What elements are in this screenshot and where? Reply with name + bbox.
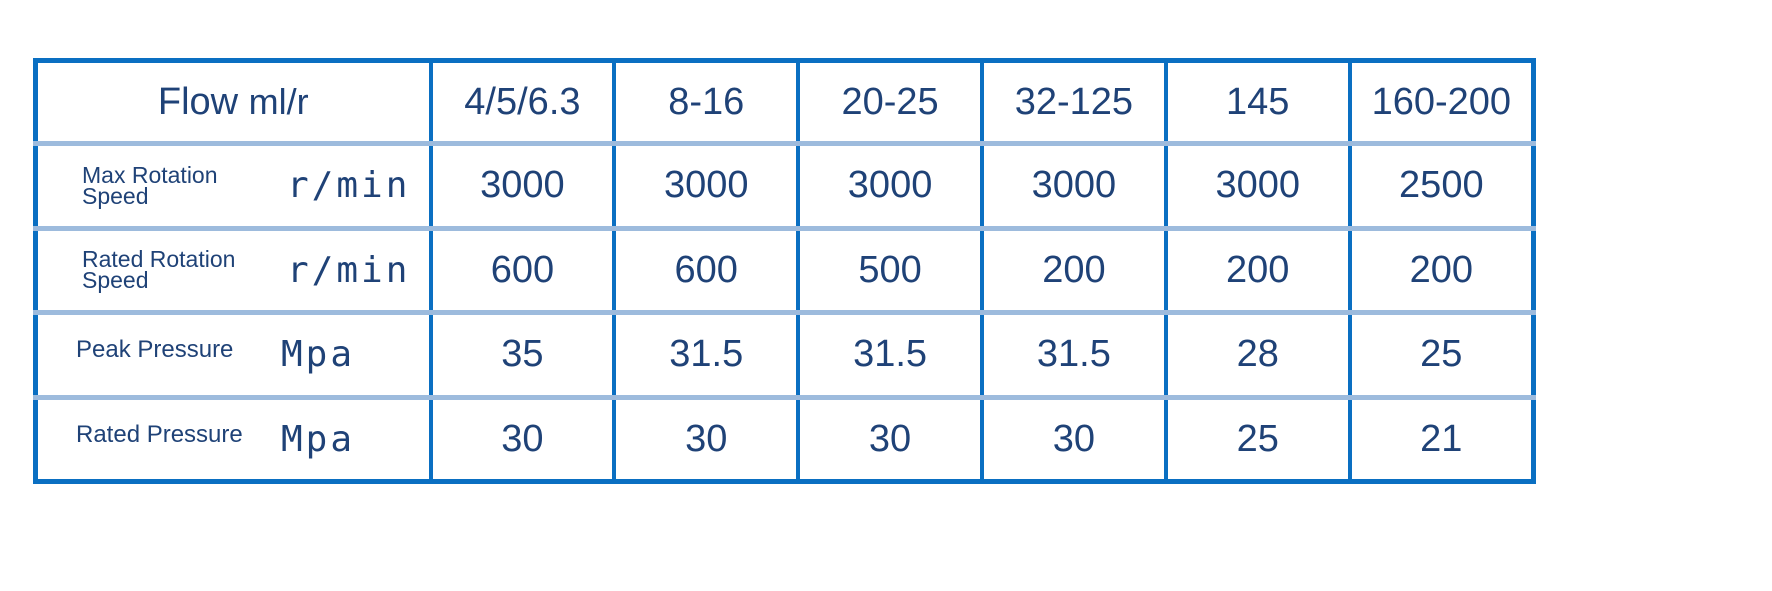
row-unit: Mpa [281,334,356,376]
row-name: Max Rotation Speed [82,161,218,209]
table-cell: 25 [1163,394,1350,482]
table-cell: 600 [612,225,799,313]
table-cell: 3000 [979,141,1166,228]
flow-header: Flow ml/r [36,61,431,144]
column-header: 160-200 [1347,60,1534,144]
column-header: 20-25 [796,60,982,144]
column-header: 145 [1163,60,1350,144]
table-cell: 25 [1347,310,1534,397]
table-row: Rated Rotation Speed r/min 600 600 500 20… [35,225,1534,313]
row-label: Rated Rotation Speed r/min [35,225,431,313]
table-cell: 30 [796,394,982,482]
row-name: Peak Pressure [76,336,234,364]
table-cell: 30 [428,394,615,482]
table-cell: 31.5 [612,310,799,397]
table-cell: 200 [1347,225,1534,313]
table-cell: 31.5 [979,310,1166,397]
flow-label: Flow [157,80,239,123]
table-cell: 200 [979,225,1166,313]
column-header: 4/5/6.3 [428,60,615,144]
table-cell: 3000 [612,141,799,228]
column-header: 32-125 [979,60,1166,144]
spec-table: Flow ml/r 4/5/6.3 8-16 20-25 32-125 145 … [33,58,1536,484]
row-unit: r/min [287,249,411,291]
table-cell: 21 [1347,394,1534,482]
column-header: 8-16 [612,60,799,144]
table-cell: 3000 [428,141,615,228]
row-label: Max Rotation Speed r/min [35,141,431,228]
header-row: Flow ml/r 4/5/6.3 8-16 20-25 32-125 145 … [36,60,1534,144]
table-cell: 2500 [1347,141,1534,228]
table-cell: 35 [428,310,615,397]
row-name: Rated Pressure [76,420,243,448]
row-unit: Mpa [281,418,356,460]
table-cell: 3000 [1163,141,1350,228]
table-row: Rated Pressure Mpa 30 30 30 30 25 21 [35,394,1534,482]
table-cell: 200 [1163,225,1350,313]
table-cell: 30 [979,394,1166,482]
row-unit: r/min [287,165,411,207]
table-row: Peak Pressure Mpa 35 31.5 31.5 31.5 28 25 [35,310,1534,397]
table-cell: 600 [428,225,615,313]
row-label: Peak Pressure Mpa [35,310,431,397]
flow-unit: ml/r [248,80,309,122]
row-label: Rated Pressure Mpa [35,394,431,482]
table-row: Max Rotation Speed r/min 3000 3000 3000 3… [35,141,1534,228]
table-cell: 3000 [796,141,982,228]
table-cell: 30 [612,394,799,482]
table-cell: 500 [796,225,982,313]
table-cell: 28 [1163,310,1350,397]
table-cell: 31.5 [796,310,982,397]
row-name: Rated Rotation Speed [82,246,236,294]
